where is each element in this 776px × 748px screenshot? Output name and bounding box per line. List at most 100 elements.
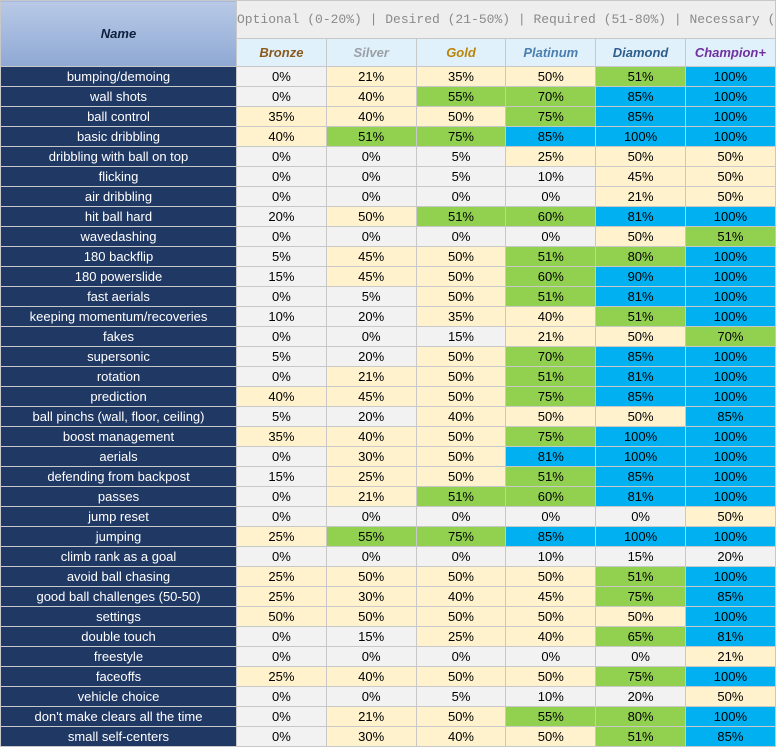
value-cell-diamond[interactable]: 51% <box>595 566 686 587</box>
value-cell-platinum[interactable]: 70% <box>505 346 597 367</box>
value-cell-diamond[interactable]: 51% <box>595 726 686 747</box>
value-cell-champion[interactable]: 100% <box>684 206 776 227</box>
value-cell-champion[interactable]: 100% <box>684 666 776 687</box>
value-cell-diamond[interactable]: 81% <box>595 486 686 507</box>
value-cell-champion[interactable]: 100% <box>684 86 776 107</box>
rank-header-bronze[interactable]: Bronze <box>236 38 327 67</box>
value-cell-gold[interactable]: 75% <box>415 526 507 547</box>
value-cell-platinum[interactable]: 50% <box>505 606 597 627</box>
rank-header-gold[interactable]: Gold <box>415 38 507 67</box>
value-cell-champion[interactable]: 70% <box>684 326 776 347</box>
skill-name-cell[interactable]: jump reset <box>0 506 237 527</box>
value-cell-diamond[interactable]: 50% <box>595 326 686 347</box>
value-cell-platinum[interactable]: 21% <box>505 326 597 347</box>
skill-name-cell[interactable]: jumping <box>0 526 237 547</box>
skill-name-cell[interactable]: don't make clears all the time <box>0 706 237 727</box>
value-cell-platinum[interactable]: 70% <box>505 86 597 107</box>
value-cell-silver[interactable]: 21% <box>325 366 417 387</box>
value-cell-silver[interactable]: 30% <box>325 446 417 467</box>
value-cell-champion[interactable]: 100% <box>684 126 776 147</box>
value-cell-bronze[interactable]: 10% <box>236 306 327 327</box>
value-cell-platinum[interactable]: 0% <box>505 646 597 667</box>
value-cell-platinum[interactable]: 60% <box>505 206 597 227</box>
requirement-legend[interactable]: Optional (0-20%) | Desired (21-50%) | Re… <box>236 0 776 39</box>
value-cell-bronze[interactable]: 25% <box>236 666 327 687</box>
skill-name-cell[interactable]: basic dribbling <box>0 126 237 147</box>
value-cell-champion[interactable]: 50% <box>684 166 776 187</box>
value-cell-diamond[interactable]: 80% <box>595 706 686 727</box>
value-cell-bronze[interactable]: 0% <box>236 706 327 727</box>
value-cell-diamond[interactable]: 85% <box>595 386 686 407</box>
value-cell-silver[interactable]: 0% <box>325 146 417 167</box>
skill-name-cell[interactable]: freestyle <box>0 646 237 667</box>
value-cell-champion[interactable]: 100% <box>684 446 776 467</box>
value-cell-gold[interactable]: 50% <box>415 286 507 307</box>
value-cell-platinum[interactable]: 45% <box>505 586 597 607</box>
value-cell-gold[interactable]: 15% <box>415 326 507 347</box>
value-cell-bronze[interactable]: 50% <box>236 606 327 627</box>
value-cell-silver[interactable]: 20% <box>325 306 417 327</box>
value-cell-gold[interactable]: 50% <box>415 386 507 407</box>
skill-name-cell[interactable]: 180 backflip <box>0 246 237 267</box>
value-cell-diamond[interactable]: 100% <box>595 126 686 147</box>
value-cell-silver[interactable]: 0% <box>325 646 417 667</box>
skill-name-cell[interactable]: dribbling with ball on top <box>0 146 237 167</box>
value-cell-gold[interactable]: 55% <box>415 86 507 107</box>
value-cell-gold[interactable]: 50% <box>415 606 507 627</box>
value-cell-gold[interactable]: 0% <box>415 546 507 567</box>
value-cell-champion[interactable]: 100% <box>684 366 776 387</box>
value-cell-champion[interactable]: 100% <box>684 526 776 547</box>
value-cell-platinum[interactable]: 55% <box>505 706 597 727</box>
value-cell-gold[interactable]: 35% <box>415 66 507 87</box>
value-cell-diamond[interactable]: 50% <box>595 146 686 167</box>
value-cell-silver[interactable]: 21% <box>325 66 417 87</box>
value-cell-bronze[interactable]: 40% <box>236 126 327 147</box>
value-cell-bronze[interactable]: 15% <box>236 266 327 287</box>
value-cell-champion[interactable]: 85% <box>684 406 776 427</box>
value-cell-gold[interactable]: 50% <box>415 446 507 467</box>
skill-name-cell[interactable]: keeping momentum/recoveries <box>0 306 237 327</box>
value-cell-silver[interactable]: 0% <box>325 166 417 187</box>
value-cell-silver[interactable]: 0% <box>325 326 417 347</box>
value-cell-bronze[interactable]: 0% <box>236 646 327 667</box>
value-cell-champion[interactable]: 81% <box>684 626 776 647</box>
value-cell-bronze[interactable]: 15% <box>236 466 327 487</box>
value-cell-champion[interactable]: 50% <box>684 506 776 527</box>
value-cell-platinum[interactable]: 0% <box>505 506 597 527</box>
value-cell-diamond[interactable]: 100% <box>595 426 686 447</box>
value-cell-platinum[interactable]: 85% <box>505 126 597 147</box>
value-cell-diamond[interactable]: 80% <box>595 246 686 267</box>
skill-name-cell[interactable]: supersonic <box>0 346 237 367</box>
value-cell-bronze[interactable]: 35% <box>236 426 327 447</box>
value-cell-platinum[interactable]: 40% <box>505 306 597 327</box>
value-cell-diamond[interactable]: 15% <box>595 546 686 567</box>
value-cell-gold[interactable]: 75% <box>415 126 507 147</box>
value-cell-platinum[interactable]: 10% <box>505 166 597 187</box>
skill-name-cell[interactable]: good ball challenges (50-50) <box>0 586 237 607</box>
value-cell-gold[interactable]: 51% <box>415 486 507 507</box>
value-cell-bronze[interactable]: 35% <box>236 106 327 127</box>
value-cell-champion[interactable]: 21% <box>684 646 776 667</box>
value-cell-champion[interactable]: 100% <box>684 486 776 507</box>
value-cell-champion[interactable]: 100% <box>684 306 776 327</box>
value-cell-diamond[interactable]: 100% <box>595 446 686 467</box>
value-cell-bronze[interactable]: 0% <box>236 146 327 167</box>
value-cell-silver[interactable]: 50% <box>325 566 417 587</box>
value-cell-diamond[interactable]: 65% <box>595 626 686 647</box>
value-cell-silver[interactable]: 30% <box>325 586 417 607</box>
value-cell-silver[interactable]: 40% <box>325 666 417 687</box>
skill-name-cell[interactable]: hit ball hard <box>0 206 237 227</box>
value-cell-champion[interactable]: 85% <box>684 726 776 747</box>
value-cell-silver[interactable]: 5% <box>325 286 417 307</box>
value-cell-bronze[interactable]: 0% <box>236 286 327 307</box>
value-cell-gold[interactable]: 50% <box>415 246 507 267</box>
value-cell-platinum[interactable]: 50% <box>505 566 597 587</box>
value-cell-champion[interactable]: 100% <box>684 706 776 727</box>
value-cell-silver[interactable]: 0% <box>325 546 417 567</box>
value-cell-platinum[interactable]: 60% <box>505 266 597 287</box>
value-cell-silver[interactable]: 40% <box>325 106 417 127</box>
value-cell-gold[interactable]: 0% <box>415 226 507 247</box>
skill-name-cell[interactable]: ball control <box>0 106 237 127</box>
value-cell-gold[interactable]: 5% <box>415 146 507 167</box>
value-cell-bronze[interactable]: 0% <box>236 446 327 467</box>
